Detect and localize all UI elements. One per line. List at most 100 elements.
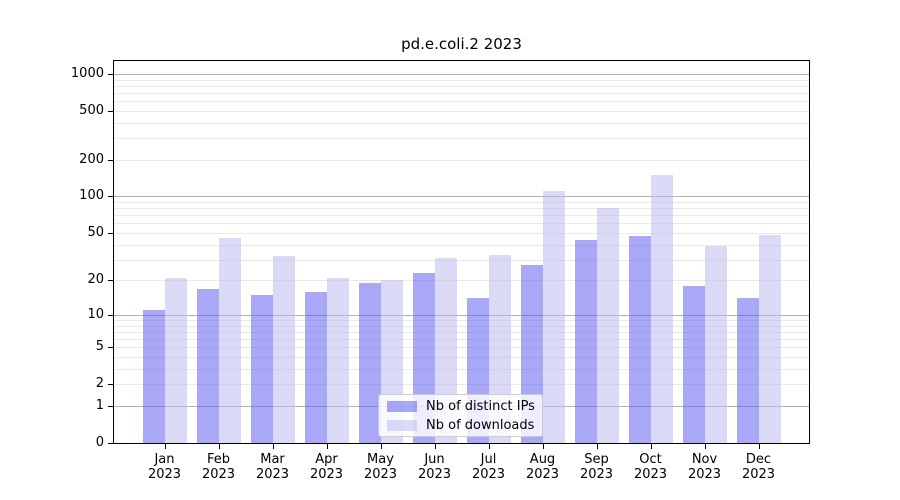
gridline-minor (114, 259, 809, 261)
y-axis-tick-label: 2 (95, 376, 104, 392)
y-axis-tick-mark (108, 196, 113, 198)
gridline-minor (114, 368, 809, 370)
gridline-minor (114, 202, 809, 204)
bar-downloads (596, 208, 619, 443)
legend-label-downloads: Nb of downloads (426, 417, 535, 433)
gridline-minor (114, 339, 809, 341)
y-axis-tick-label: 500 (79, 102, 104, 118)
gridline-minor (114, 357, 809, 359)
bar-downloads (218, 238, 241, 443)
x-axis-tick-label: Aug 2023 (525, 452, 560, 482)
bar-distinct-ips (250, 294, 273, 443)
x-axis-tick-mark (704, 444, 706, 449)
bar-distinct-ips (574, 239, 597, 443)
x-axis-tick-label: Jun 2023 (417, 452, 452, 482)
x-axis-tick-mark (326, 444, 328, 449)
bar-downloads (758, 235, 781, 443)
gridline-minor (114, 325, 809, 327)
x-axis-tick-mark (650, 444, 652, 449)
x-axis-tick-label: Oct 2023 (633, 452, 668, 482)
y-axis-tick-label: 100 (79, 188, 104, 204)
x-axis-tick-mark (380, 444, 382, 449)
gridline-minor (114, 110, 809, 112)
gridline-major (114, 196, 809, 198)
y-axis-tick-label: 1000 (70, 65, 104, 81)
bar-downloads (164, 277, 187, 443)
y-axis-tick-label: 0 (95, 435, 104, 450)
x-axis-tick-mark (758, 444, 760, 449)
gridline-minor (114, 85, 809, 87)
x-axis-tick-label: Nov 2023 (687, 452, 722, 482)
x-axis-tick-mark (272, 444, 274, 449)
y-axis-tick-mark (108, 110, 113, 112)
y-axis-tick-label: 10 (87, 306, 104, 322)
legend: Nb of distinct IPs Nb of downloads (378, 394, 543, 437)
y-axis-tick-label: 50 (87, 224, 104, 240)
x-axis-tick-mark (434, 444, 436, 449)
gridline-minor (114, 92, 809, 94)
bar-downloads (542, 191, 565, 443)
gridline-major (114, 314, 809, 316)
x-axis-tick-label: Jul 2023 (471, 452, 506, 482)
gridline-minor (114, 244, 809, 246)
y-axis-tick-mark (108, 232, 113, 234)
legend-item-distinct-ips: Nb of distinct IPs (387, 399, 542, 414)
legend-swatch-distinct-ips (387, 400, 417, 412)
bar-distinct-ips (142, 310, 165, 443)
legend-label-distinct-ips: Nb of distinct IPs (426, 398, 535, 414)
gridline-minor (114, 347, 809, 349)
x-axis-tick-mark (218, 444, 220, 449)
x-axis-tick-label: Feb 2023 (201, 452, 236, 482)
gridline-minor (114, 79, 809, 81)
bar-downloads (650, 175, 673, 443)
gridline-minor (114, 223, 809, 225)
bar-downloads (272, 256, 295, 443)
legend-item-downloads: Nb of downloads (387, 418, 542, 433)
bar-distinct-ips (304, 291, 327, 443)
y-axis-tick-mark (108, 314, 113, 316)
y-axis-tick-mark (108, 280, 113, 282)
bar-distinct-ips (628, 236, 651, 443)
x-axis-tick-label: May 2023 (363, 452, 398, 482)
gridline-minor (114, 122, 809, 124)
plot-area (113, 60, 810, 444)
bar-downloads (326, 277, 349, 443)
gridline-minor (114, 101, 809, 103)
x-axis-tick-mark (542, 444, 544, 449)
gridline-major (114, 73, 809, 75)
y-axis-tick-mark (108, 405, 113, 407)
gridline-minor (114, 320, 809, 321)
bar-distinct-ips (736, 298, 759, 443)
y-axis-tick-label: 200 (79, 151, 104, 167)
y-axis-tick-mark (108, 347, 113, 349)
legend-swatch-downloads (387, 419, 417, 431)
x-axis-tick-label: Jan 2023 (147, 452, 182, 482)
x-axis-tick-mark (488, 444, 490, 449)
y-axis-tick-mark (108, 73, 113, 75)
gridline-minor (114, 215, 809, 217)
x-axis-tick-label: Mar 2023 (255, 452, 290, 482)
x-axis-tick-mark (596, 444, 598, 449)
y-axis-tick-label: 1 (95, 397, 104, 413)
y-axis-tick-mark (108, 384, 113, 386)
bar-distinct-ips (196, 288, 219, 443)
bar-distinct-ips (682, 285, 705, 443)
y-axis-tick-label: 5 (95, 339, 104, 355)
x-axis-tick-label: Sep 2023 (579, 452, 614, 482)
gridline-minor (114, 280, 809, 282)
gridline-minor (114, 232, 809, 234)
chart-title: pd.e.coli.2 2023 (401, 35, 522, 53)
y-axis-tick-mark (108, 159, 113, 161)
gridline-minor (114, 138, 809, 140)
x-axis-tick-label: Apr 2023 (309, 452, 344, 482)
gridline-minor (114, 159, 809, 161)
gridline-minor (114, 331, 809, 333)
bar-downloads (704, 245, 727, 443)
bar-distinct-ips (358, 282, 381, 443)
gridline-minor (114, 208, 809, 210)
y-axis-tick-mark (108, 443, 113, 444)
y-axis-tick-label: 20 (87, 272, 104, 288)
gridline-minor (114, 384, 809, 386)
x-axis-tick-label: Dec 2023 (741, 452, 776, 482)
